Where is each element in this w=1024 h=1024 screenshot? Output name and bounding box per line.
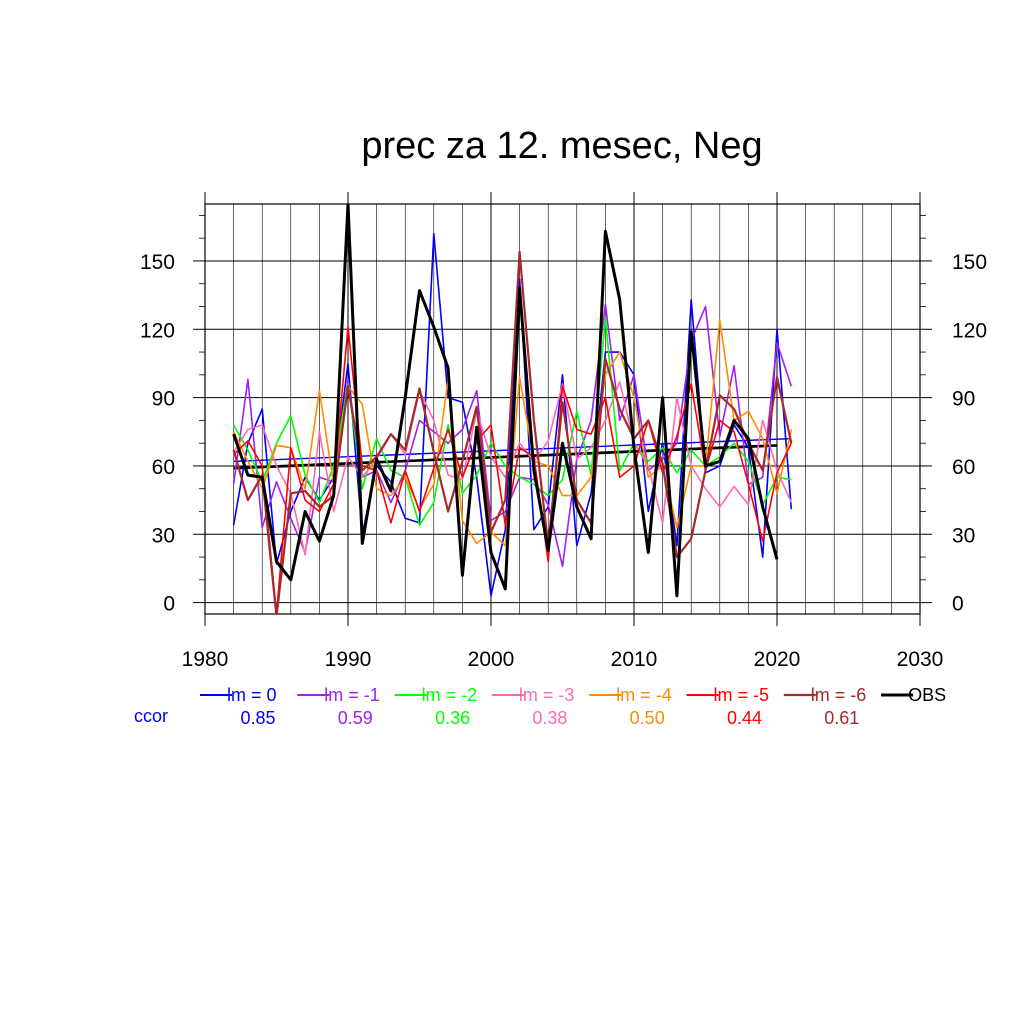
y-tick-label-right: 150 [952,251,987,274]
legend-label-0: lm = 0 [227,685,277,705]
ccor-label: ccor [134,706,168,726]
ccor-value-5: 0.44 [727,708,762,728]
legend-label-7: OBS [908,685,946,705]
x-tick-label: 1980 [182,648,229,671]
y-tick-label-left: 90 [152,388,175,411]
legend-label-3: lm = -3 [519,685,575,705]
y-tick-label-right: 120 [952,319,987,342]
chart-title: prec za 12. mesec, Neg [361,125,762,167]
plot-frame [204,203,921,615]
y-tick-label-left: 0 [163,593,175,616]
axes: 1980 1990 2000 2010 2020 2030 0 0 30 30 60 60 90 90 12… [140,192,987,671]
x-tick-label: 2030 [897,648,944,671]
series-lines [232,204,793,614]
x-tick-label: 2000 [468,648,515,671]
legend-label-1: lm = -1 [324,685,380,705]
y-tick-label-right: 60 [952,456,975,479]
y-tick-label-right: 30 [952,524,975,547]
ccor-value-4: 0.50 [630,708,665,728]
y-tick-label-right: 90 [952,388,975,411]
series-line-5 [233,326,793,614]
ccor-value-0: 0.85 [240,708,275,728]
x-tick-label: 2020 [754,648,801,671]
x-tick-label: 1990 [325,648,372,671]
legend-label-6: lm = -6 [811,685,867,705]
legend-label-2: lm = -2 [422,685,478,705]
y-tick-label-right: 0 [952,593,964,616]
y-tick-label-left: 30 [152,524,175,547]
legend-label-4: lm = -4 [616,685,672,705]
ccor-value-6: 0.61 [824,708,859,728]
series-line-6 [232,250,793,614]
series-line-7 [232,204,779,598]
legend-label-5: lm = -5 [714,685,770,705]
y-tick-label-left: 120 [140,319,175,342]
series-line-2 [232,317,792,527]
trend-line-7 [233,444,778,470]
x-tick-label: 2010 [611,648,658,671]
series-line-1 [232,303,793,568]
y-tick-label-left: 150 [140,251,175,274]
y-tick-label-left: 60 [152,456,175,479]
ccor-value-1: 0.59 [338,708,373,728]
legend: lm = 0 0.85 lm = -1 0.59 lm = -2 0.36 lm = -3 0… [200,685,946,728]
ccor-value-3: 0.38 [532,708,567,728]
ccor-value-2: 0.36 [435,708,470,728]
